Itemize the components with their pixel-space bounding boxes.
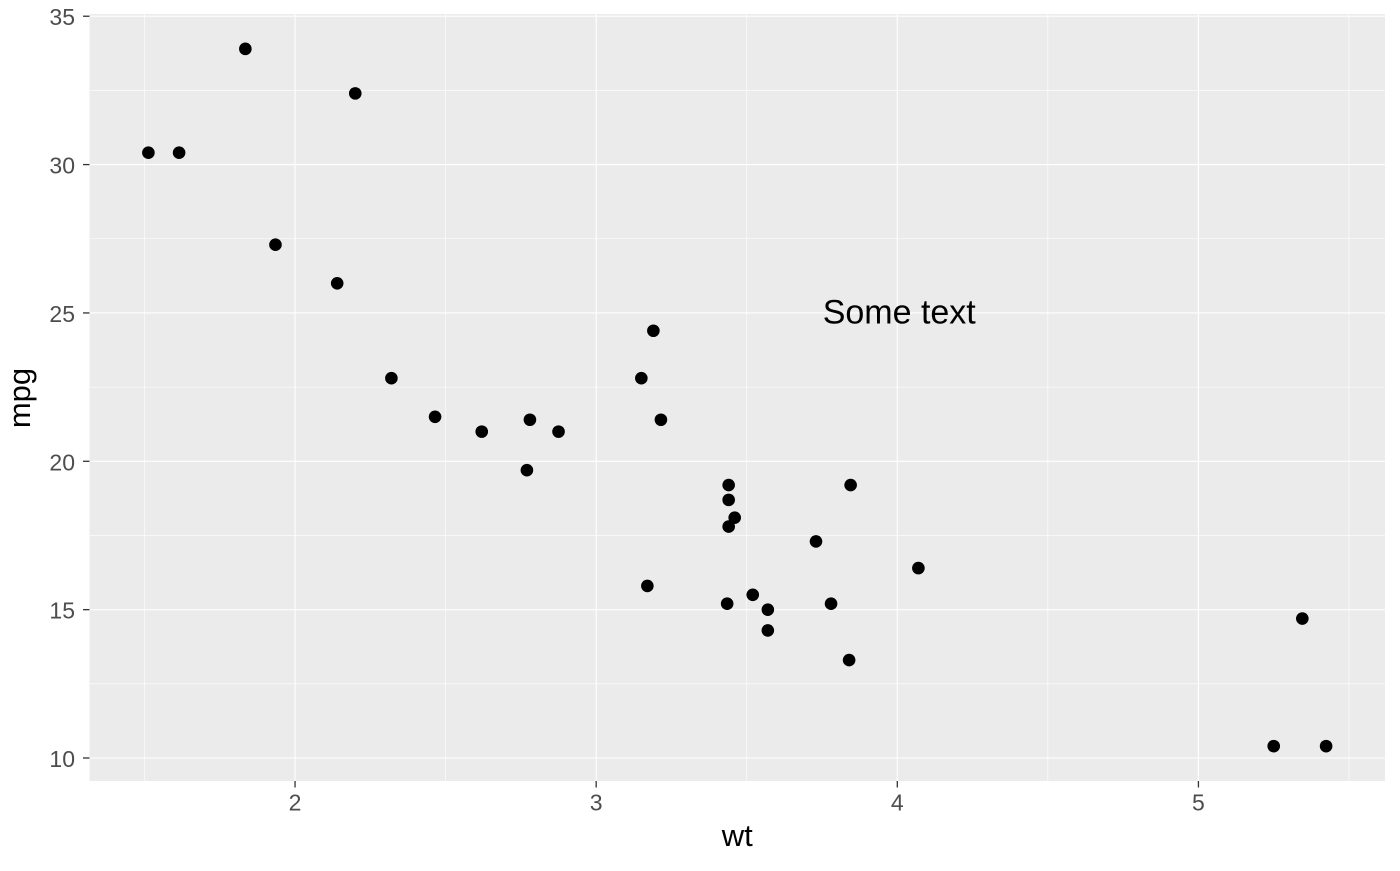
svg-text:20: 20 [49,449,75,475]
svg-text:15: 15 [49,598,75,624]
svg-text:4: 4 [891,790,904,816]
svg-text:10: 10 [49,746,75,772]
svg-text:5: 5 [1192,790,1205,816]
svg-text:3: 3 [590,790,603,816]
svg-text:Some text: Some text [823,294,977,332]
svg-text:25: 25 [49,301,75,327]
svg-text:2: 2 [289,790,302,816]
svg-text:30: 30 [49,153,75,179]
svg-text:35: 35 [49,4,75,30]
